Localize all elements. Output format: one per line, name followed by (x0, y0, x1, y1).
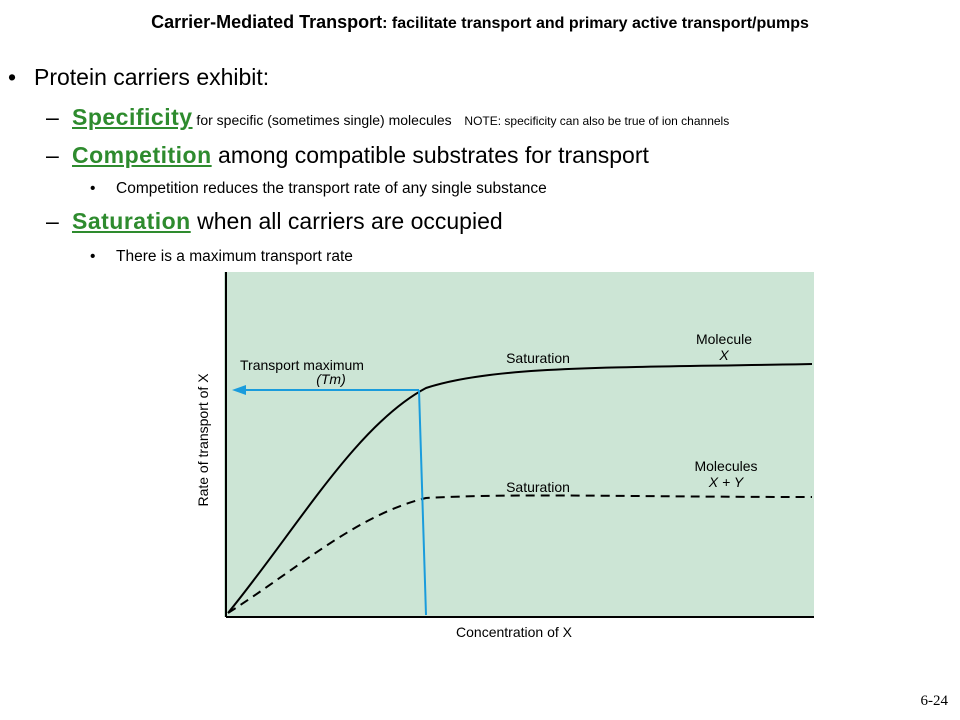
bullet-icon: • (90, 248, 96, 265)
saturation-upper-label: Saturation (506, 350, 570, 366)
sub-saturation: • There is a maximum transport rate (90, 248, 353, 266)
competition-sub: Competition reduces the transport rate o… (116, 180, 547, 197)
curve-molecules-xy (227, 494, 813, 614)
dash-icon: – (46, 104, 59, 130)
bullet-icon: • (8, 64, 17, 90)
saturation-text: when all carriers are occupied (190, 208, 503, 234)
tmax-symbol: (Tm) (316, 371, 346, 387)
graph-background (224, 272, 814, 617)
term-competition: Competition (72, 142, 212, 168)
dash-icon: – (46, 142, 59, 168)
bullet-icon: • (90, 180, 96, 197)
specificity-note: NOTE: specificity can also be true of io… (464, 114, 730, 128)
tmax-drop-line (418, 389, 427, 616)
tmax-arrowhead (232, 385, 246, 395)
molecule-label: Molecule (696, 331, 752, 347)
term-specificity: Specificity (72, 104, 193, 130)
competition-text: among compatible substrates for transpor… (211, 142, 649, 168)
saturation-sub: There is a maximum transport rate (116, 248, 353, 265)
item-specificity: – Specificity for specific (sometimes sin… (46, 104, 729, 131)
bullet-intro: • Protein carriers exhibit: (8, 64, 269, 91)
item-saturation: – Saturation when all carriers are occupi… (46, 208, 503, 235)
x-axis-label: Concentration of X (456, 624, 573, 640)
item-competition: – Competition among compatible substrates… (46, 142, 649, 169)
curve-molecule-x (227, 363, 813, 614)
saturation-lower-label: Saturation (506, 479, 570, 495)
saturation-graph: Transport maximum (Tm) Saturation Satura… (195, 272, 814, 640)
sub-competition: • Competition reduces the transport rate … (90, 180, 547, 198)
term-saturation: Saturation (72, 208, 191, 234)
intro-text: Protein carriers exhibit: (34, 64, 270, 90)
title-main: Carrier-Mediated Transport (151, 12, 383, 32)
dash-icon: – (46, 208, 59, 234)
molecules-xy-label: X + Y (708, 474, 745, 490)
y-axis-label: Rate of transport of X (195, 373, 211, 507)
molecule-x-label: X (718, 347, 729, 363)
tmax-label: Transport maximum (240, 357, 364, 373)
slide-number: 6-24 (920, 693, 949, 709)
molecules-label: Molecules (694, 458, 757, 474)
specificity-text: for specific (sometimes single) molecule… (192, 112, 452, 128)
slide-title: Carrier-Mediated Transport: facilitate t… (0, 12, 960, 33)
title-sub: : facilitate transport and primary activ… (382, 15, 809, 32)
